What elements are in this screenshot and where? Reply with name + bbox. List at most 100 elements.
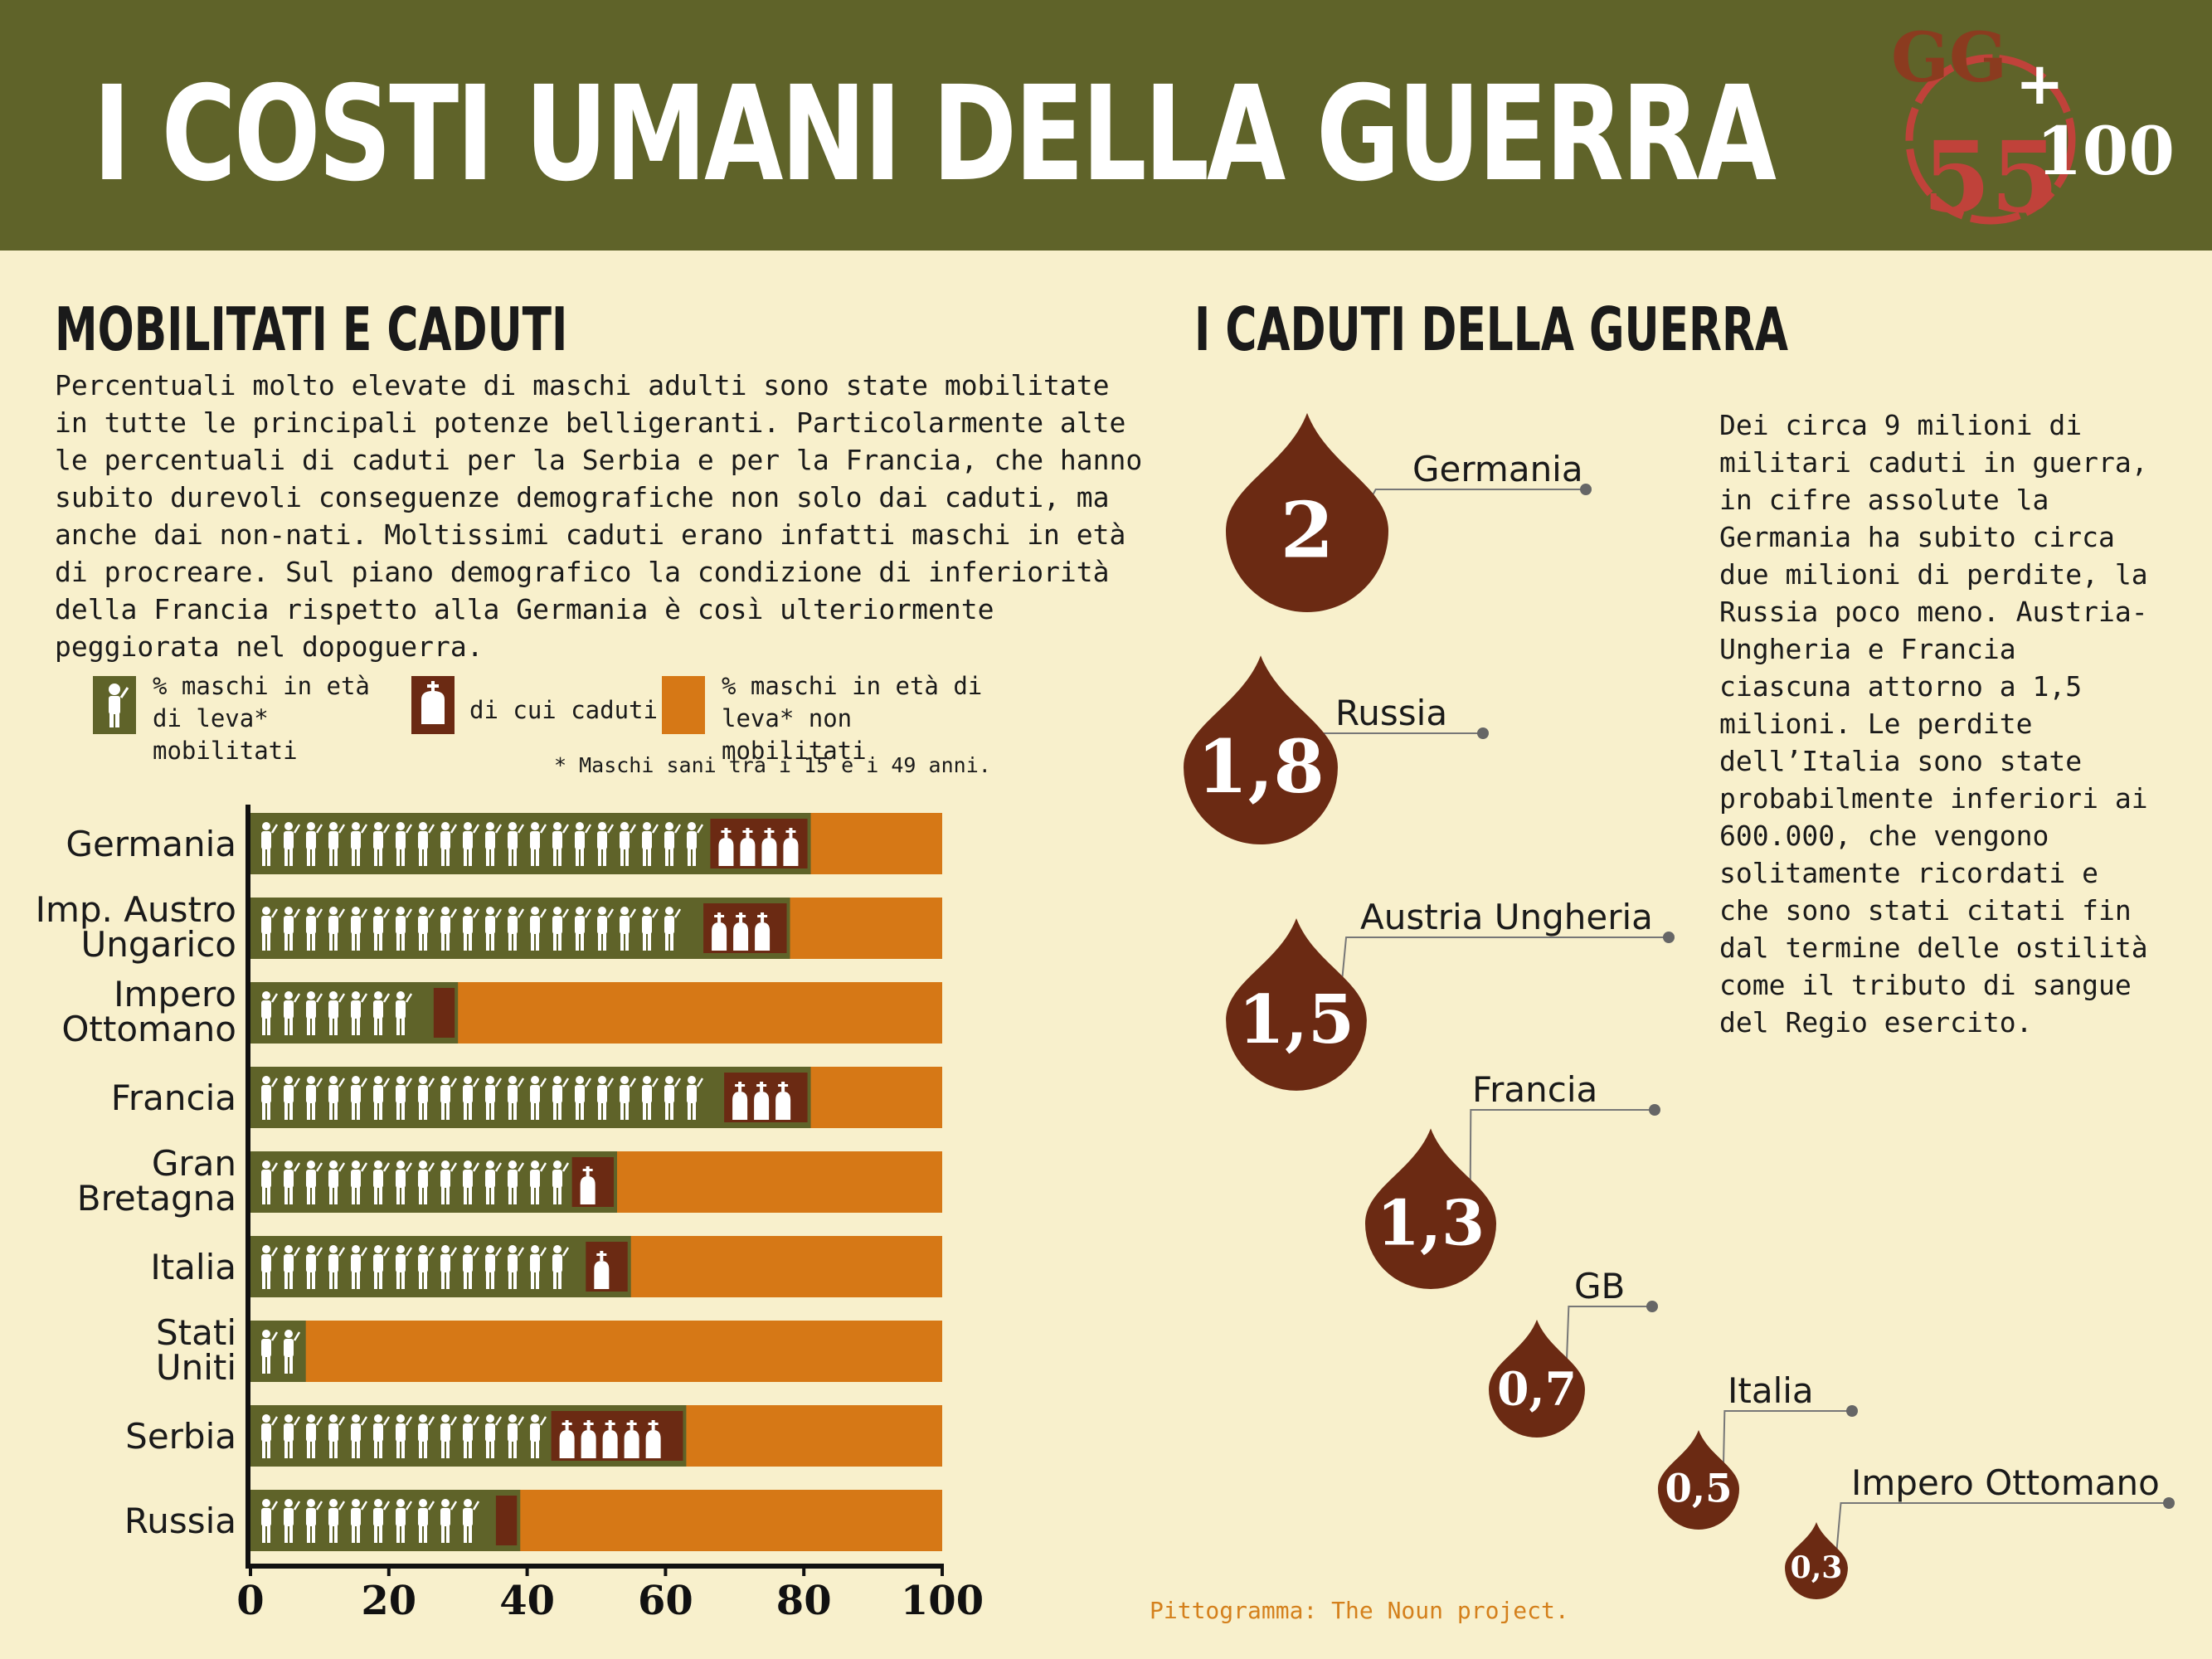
category-label: Francia xyxy=(111,1078,236,1118)
tombstone-icons xyxy=(559,1420,661,1458)
drop-value: 0,3 xyxy=(1791,1550,1843,1585)
soldier-icon xyxy=(284,1245,301,1289)
soldier-icon xyxy=(418,1160,435,1204)
soldier-icon xyxy=(306,991,323,1035)
soldier-icon xyxy=(351,907,368,951)
tombstone-icon xyxy=(559,1420,575,1458)
soldier-icon xyxy=(261,1160,279,1204)
tombstone-icon xyxy=(624,1420,639,1458)
country-label: GB xyxy=(1574,1266,1625,1306)
leader-line xyxy=(1722,1410,1852,1487)
soldier-icon xyxy=(440,1076,458,1120)
soldier-icon xyxy=(328,822,346,866)
bar-row xyxy=(250,813,942,874)
soldier-icon xyxy=(373,991,391,1035)
category-label: Gran xyxy=(152,1143,236,1184)
blood-drop xyxy=(1226,412,1388,612)
left-section-title: MOBILITATI E CADUTI xyxy=(55,294,568,364)
soldier-icon xyxy=(597,822,615,866)
soldier-icon xyxy=(261,1499,279,1543)
soldier-icon xyxy=(575,907,592,951)
logo-plus: + xyxy=(2015,50,2064,118)
bar-row xyxy=(250,1490,942,1551)
x-tick-label: 100 xyxy=(901,1578,984,1624)
category-label: Bretagna xyxy=(77,1178,236,1219)
soldier-icon xyxy=(396,907,413,951)
bar-row xyxy=(250,982,942,1044)
tombstone-icon xyxy=(718,828,734,866)
soldier-icon xyxy=(597,907,615,951)
soldier-icon xyxy=(485,1414,503,1458)
blood-drop xyxy=(1226,917,1367,1091)
soldier-icon xyxy=(530,1245,547,1289)
legend-mobilized-icon xyxy=(93,676,136,734)
country-label: Impero Ottomano xyxy=(1851,1462,2160,1503)
drop-value: 1,8 xyxy=(1197,723,1325,810)
soldier-icon xyxy=(396,1245,413,1289)
legend-mobilized-label: % maschi in età di leva* mobilitati xyxy=(153,672,370,765)
soldier-icon xyxy=(284,1076,301,1120)
soldier-icon xyxy=(620,822,637,866)
blood-drop xyxy=(1184,655,1338,845)
soldier-icon xyxy=(664,1076,682,1120)
category-label: Germania xyxy=(66,824,236,864)
soldier-icon xyxy=(373,907,391,951)
soldier-icon xyxy=(508,822,525,866)
leader-dot xyxy=(1846,1405,1858,1417)
category-label: Ottomano xyxy=(61,1009,236,1049)
soldier-icon xyxy=(284,1499,301,1543)
soldier-icons xyxy=(261,822,704,866)
category-label: Imp. Austro xyxy=(36,889,236,930)
soldier-icon xyxy=(351,1076,368,1120)
leader-line xyxy=(1469,1109,1655,1221)
category-label: Uniti xyxy=(156,1347,236,1388)
drop-value: 2 xyxy=(1281,484,1334,575)
category-label: Russia xyxy=(124,1501,236,1541)
soldier-icon xyxy=(485,1160,503,1204)
blood-drop xyxy=(1489,1319,1585,1438)
bar-not-mobilized xyxy=(250,1321,942,1382)
legend-not-mobilized-swatch xyxy=(662,676,705,734)
soldier-icon xyxy=(418,1245,435,1289)
soldier-icon xyxy=(642,1076,659,1120)
soldier-icon xyxy=(552,1245,570,1289)
soldier-icon xyxy=(440,822,458,866)
credit-line: Pittogramma: The Noun project. xyxy=(1150,1597,1569,1624)
soldier-icon xyxy=(575,1076,592,1120)
soldier-icon xyxy=(463,1414,480,1458)
logo: GG 55 + 100 xyxy=(1891,18,2175,235)
soldier-icon xyxy=(552,822,570,866)
tombstone-icon xyxy=(712,912,727,951)
soldier-icon xyxy=(530,1414,547,1458)
legend-fallen-label: di cui caduti xyxy=(469,696,658,724)
soldier-icon xyxy=(351,1160,368,1204)
tombstone-icon xyxy=(775,1082,791,1120)
soldier-icon xyxy=(328,991,346,1035)
soldier-icon xyxy=(642,907,659,951)
bar-row xyxy=(250,1151,942,1213)
bar-mobilized xyxy=(250,1490,521,1551)
soldier-icon xyxy=(328,1076,346,1120)
bar-mobilized xyxy=(250,1321,306,1382)
soldier-icon xyxy=(508,1076,525,1120)
soldier-icon xyxy=(508,1245,525,1289)
soldier-icon xyxy=(440,907,458,951)
soldier-icons xyxy=(261,991,413,1035)
soldier-icon xyxy=(328,1160,346,1204)
soldier-icon xyxy=(552,1076,570,1120)
logo-100: 100 xyxy=(2036,112,2175,190)
drop-group: 1,3 Francia xyxy=(1364,1069,1660,1290)
soldier-icon xyxy=(418,1414,435,1458)
soldier-icon xyxy=(328,1414,346,1458)
soldier-icons xyxy=(261,1245,570,1289)
country-label: Italia xyxy=(1728,1370,1814,1411)
soldier-icon xyxy=(284,991,301,1035)
soldier-icons xyxy=(261,907,682,951)
country-label: Russia xyxy=(1335,693,1447,733)
soldier-icon xyxy=(373,1245,391,1289)
soldier-icon xyxy=(284,1160,301,1204)
soldier-icon xyxy=(261,1076,279,1120)
bar-row xyxy=(250,1321,942,1382)
soldier-icon xyxy=(261,991,279,1035)
soldier-icon xyxy=(306,1245,323,1289)
